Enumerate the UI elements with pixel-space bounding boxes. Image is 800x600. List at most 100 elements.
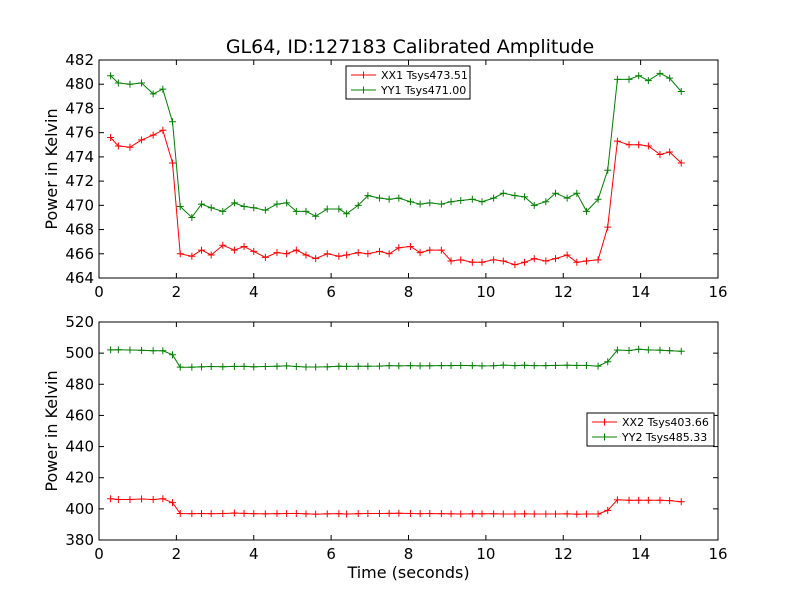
chart2-x-tick-label: 2: [172, 545, 182, 563]
chart1-legend: [345, 65, 471, 100]
chart2-legend: [586, 412, 715, 447]
chart1-series-2-point: [552, 189, 560, 197]
chart2-series-2-point: [240, 362, 248, 370]
chart2-series-1-point: [468, 510, 476, 518]
chart2-series-2-point: [447, 362, 455, 370]
chart2-series-2-point: [395, 362, 403, 370]
chart2-series-2-point: [542, 362, 550, 370]
chart1-series-2-point: [521, 193, 529, 201]
chart1-series-1-point: [126, 143, 134, 151]
chart2-series-2-point: [426, 362, 434, 370]
chart2-series-2-point: [457, 361, 465, 369]
chart2-series-2-point: [594, 362, 602, 370]
chart2-series-1-point: [604, 506, 612, 514]
chart2-series-2-point: [375, 362, 383, 370]
chart1-series-1-point: [666, 148, 674, 156]
chart2-series-2-point: [138, 346, 146, 354]
chart1-y-tick-label: 476: [65, 124, 94, 142]
chart2-y-tick-label: 520: [65, 313, 94, 331]
chart2-series-2-point: [644, 346, 652, 354]
chart2-y-tick-label: 460: [65, 406, 94, 424]
chart2-series-2-point: [354, 362, 362, 370]
chart1-series-1-point: [312, 255, 320, 263]
chart1-series-1-point: [250, 247, 258, 255]
chart1-series-1-point: [635, 141, 643, 149]
chart2-series-1-point: [563, 510, 571, 518]
chart2-series-2-point: [207, 363, 215, 371]
chart1-series-2-point: [292, 207, 300, 215]
chart2-series-2-point: [335, 362, 343, 370]
chart2-series-1-point: [582, 510, 590, 518]
chart1-series-1-point: [582, 257, 590, 265]
chart2-series-1-point: [478, 510, 486, 518]
chart2-series-1-point: [542, 510, 550, 518]
top-plot: 0 2 4 6 8 10 12 14 16464466468470472474476478480…: [42, 51, 728, 301]
chart1-x-tick-label: 16: [708, 283, 727, 301]
chart2-series-1-point: [114, 496, 122, 504]
chart1-series-1-point: [478, 258, 486, 266]
chart1-series-1-point: [198, 246, 206, 254]
chart1-series-2-point: [354, 201, 362, 209]
chart1-series-2-point: [644, 77, 652, 85]
chart1-series-2-point: [385, 195, 393, 203]
chart2-series-2-point: [273, 362, 281, 370]
chart2-series-2-point: [250, 363, 258, 371]
chart1-series-1-point: [511, 261, 519, 269]
chart2-y-tick-label: 480: [65, 375, 94, 393]
chart1-series-2-point: [273, 200, 281, 208]
chart2-series-1-point: [406, 510, 414, 518]
chart2-series-1-point: [169, 499, 177, 507]
chart1-series-2-point: [416, 200, 424, 208]
chart1-x-tick-label: 4: [249, 283, 259, 301]
chart2-series-2-point: [364, 362, 372, 370]
chart1-series-1-point: [406, 243, 414, 251]
chart1-series-1-point: [219, 241, 227, 249]
chart2-series-2-point: [312, 363, 320, 371]
chart2-x-tick-label: 14: [631, 545, 650, 563]
chart2-series-2-point: [521, 361, 529, 369]
chart2-series-1-point: [457, 510, 465, 518]
chart1-series-2-point: [375, 194, 383, 202]
chart2-series-1-point: [198, 510, 206, 518]
chart1-series-1-point: [604, 223, 612, 231]
chart1-x-tick-label: 8: [404, 283, 414, 301]
chart-title: GL64, ID:127183 Calibrated Amplitude: [226, 36, 594, 58]
chart1-series-1-point: [302, 251, 310, 259]
chart1-series-1-point: [552, 255, 560, 263]
chart1-y-tick-label: 466: [65, 245, 94, 263]
chart1-series-1-point: [426, 246, 434, 254]
chart2-series-2-point: [219, 363, 227, 371]
chart2-x-tick-label: 10: [476, 545, 495, 563]
chart2-series-1-point: [656, 496, 664, 504]
chart1-series-2-point: [613, 75, 621, 83]
chart2-series-1-point: [426, 510, 434, 518]
chart1-series-1-point: [375, 247, 383, 255]
chart1-series-2-point: [530, 201, 538, 209]
chart1-series-2-point: [468, 195, 476, 203]
chart2-series-2-point: [582, 361, 590, 369]
chart1-series-2-point: [149, 90, 157, 98]
chart2-series-1-point: [138, 495, 146, 503]
chart2-series-1-point: [521, 510, 529, 518]
chart1-series-2-point: [169, 118, 177, 126]
chart2-series-2-point: [468, 362, 476, 370]
chart1-series-2-point: [207, 204, 215, 212]
chart2-series-2-point: [343, 362, 351, 370]
chart2-series-1-point: [385, 509, 393, 517]
chart1-series-1-point: [457, 256, 465, 264]
chart1-series-1-point: [159, 126, 167, 134]
chart2-series-2-point: [176, 363, 184, 371]
chart2-series-1-point: [416, 510, 424, 518]
chart1-series-2-point: [447, 198, 455, 206]
chart2-series-1-point: [188, 510, 196, 518]
chart1-series-2-point: [573, 189, 581, 197]
chart2-series-2-point: [406, 362, 414, 370]
chart2-series-1-point: [511, 510, 519, 518]
chart2-series-2-point: [149, 347, 157, 355]
chart1-series-2-point: [656, 69, 664, 77]
chart1-series-1-point: [573, 258, 581, 266]
chart2-series-2-point: [302, 363, 310, 371]
chart1-series-1-point: [644, 142, 652, 150]
chart1-series-2-point: [625, 75, 633, 83]
chart2-series-1-point: [395, 509, 403, 517]
